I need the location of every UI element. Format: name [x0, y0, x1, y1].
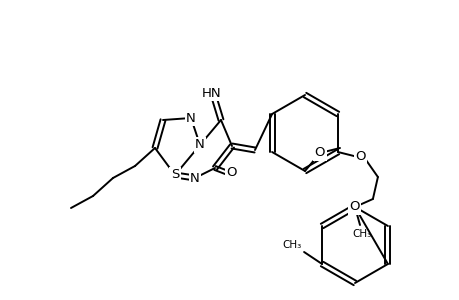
Text: O: O: [349, 200, 359, 214]
Text: N: N: [186, 112, 196, 124]
Text: HN: HN: [202, 86, 221, 100]
Text: N: N: [190, 172, 200, 184]
Text: O: O: [226, 167, 237, 179]
Text: CH₃: CH₃: [352, 229, 371, 239]
Text: CH₃: CH₃: [282, 240, 302, 250]
Text: O: O: [355, 151, 365, 164]
Text: N: N: [195, 139, 204, 152]
Text: S: S: [170, 169, 179, 182]
Text: O: O: [314, 146, 325, 160]
